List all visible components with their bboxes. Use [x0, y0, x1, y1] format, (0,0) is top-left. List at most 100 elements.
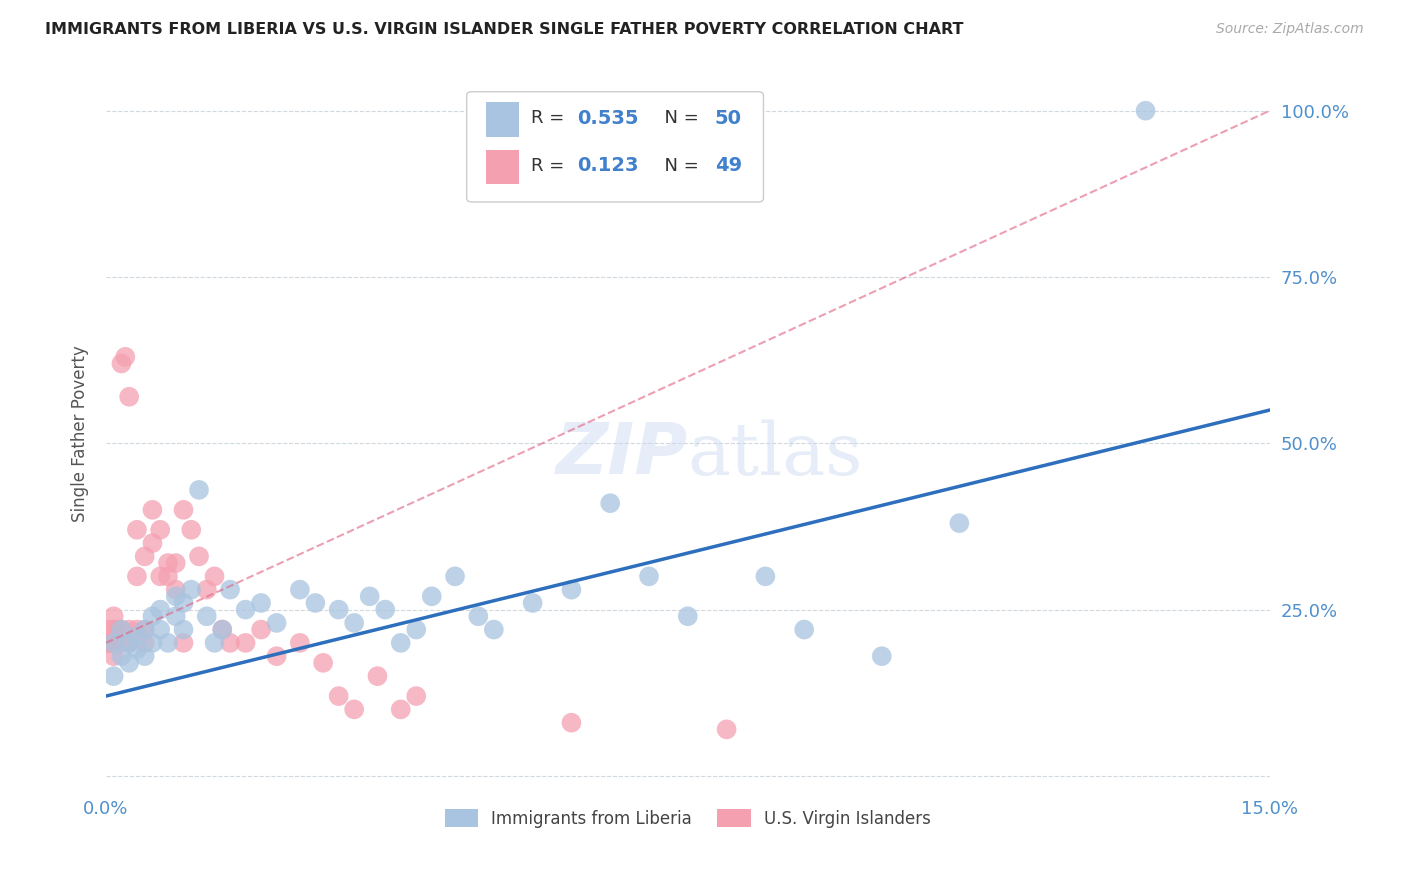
Point [103, 636, 125, 650]
Point [134, 623, 156, 637]
Point [149, 623, 172, 637]
Point [266, 615, 288, 630]
Point [328, 689, 350, 703]
Text: N =: N = [652, 109, 704, 127]
FancyBboxPatch shape [467, 92, 763, 202]
Point [599, 496, 621, 510]
Point [180, 523, 202, 537]
Point [103, 609, 125, 624]
Text: 0.123: 0.123 [578, 156, 638, 175]
Point [312, 656, 335, 670]
Bar [486, 150, 519, 185]
Point [328, 602, 350, 616]
Point [1135, 103, 1157, 118]
Point [235, 602, 257, 616]
Point [173, 623, 195, 637]
Point [219, 636, 242, 650]
Point [98, 636, 121, 650]
Text: atlas: atlas [688, 419, 863, 490]
Point [156, 556, 179, 570]
Point [110, 636, 132, 650]
Point [304, 596, 326, 610]
Point [195, 609, 218, 624]
Point [444, 569, 467, 583]
Point [97, 636, 120, 650]
Text: IMMIGRANTS FROM LIBERIA VS U.S. VIRGIN ISLANDER SINGLE FATHER POVERTY CORRELATIO: IMMIGRANTS FROM LIBERIA VS U.S. VIRGIN I… [45, 22, 963, 37]
Point [134, 649, 156, 664]
Point [134, 623, 156, 637]
Point [219, 582, 242, 597]
Point [188, 483, 211, 497]
Point [118, 656, 141, 670]
Point [125, 623, 148, 637]
Point [359, 590, 381, 604]
Point [125, 569, 148, 583]
Text: N =: N = [652, 157, 704, 175]
Point [266, 649, 288, 664]
Point [134, 549, 156, 564]
Point [141, 503, 163, 517]
Point [204, 569, 226, 583]
Text: 49: 49 [714, 156, 742, 175]
Point [125, 629, 148, 643]
Text: R =: R = [530, 157, 569, 175]
Point [870, 649, 893, 664]
Point [211, 623, 233, 637]
Point [98, 623, 121, 637]
Point [107, 623, 129, 637]
Point [754, 569, 776, 583]
Point [188, 549, 211, 564]
Point [118, 623, 141, 637]
Point [149, 523, 172, 537]
Point [482, 623, 505, 637]
Point [110, 356, 132, 370]
Point [110, 623, 132, 637]
Point [134, 636, 156, 650]
Point [173, 636, 195, 650]
Point [716, 723, 738, 737]
Point [180, 582, 202, 597]
Point [110, 649, 132, 664]
Point [288, 582, 311, 597]
Point [343, 702, 366, 716]
Point [405, 689, 427, 703]
Text: R =: R = [530, 109, 569, 127]
Point [173, 596, 195, 610]
Text: 0.535: 0.535 [578, 109, 638, 128]
Point [467, 609, 489, 624]
Point [125, 523, 148, 537]
Point [343, 615, 366, 630]
Point [149, 602, 172, 616]
Point [118, 390, 141, 404]
Point [560, 582, 582, 597]
Y-axis label: Single Father Poverty: Single Father Poverty [72, 345, 89, 522]
Point [211, 623, 233, 637]
Point [638, 569, 661, 583]
Point [125, 642, 148, 657]
Point [156, 569, 179, 583]
Point [103, 636, 125, 650]
Point [560, 715, 582, 730]
Point [235, 636, 257, 650]
Point [405, 623, 427, 637]
Point [522, 596, 544, 610]
Bar [486, 103, 519, 136]
Point [948, 516, 970, 530]
Text: Source: ZipAtlas.com: Source: ZipAtlas.com [1216, 22, 1364, 37]
Point [165, 590, 187, 604]
Point [103, 649, 125, 664]
Point [173, 503, 195, 517]
Point [141, 609, 163, 624]
Point [374, 602, 396, 616]
Point [389, 702, 412, 716]
Text: 50: 50 [714, 109, 741, 128]
Point [156, 636, 179, 650]
Legend: Immigrants from Liberia, U.S. Virgin Islanders: Immigrants from Liberia, U.S. Virgin Isl… [439, 803, 938, 834]
Point [149, 569, 172, 583]
Point [366, 669, 388, 683]
Point [110, 623, 132, 637]
Point [793, 623, 815, 637]
Point [250, 623, 273, 637]
Point [141, 636, 163, 650]
Point [165, 582, 187, 597]
